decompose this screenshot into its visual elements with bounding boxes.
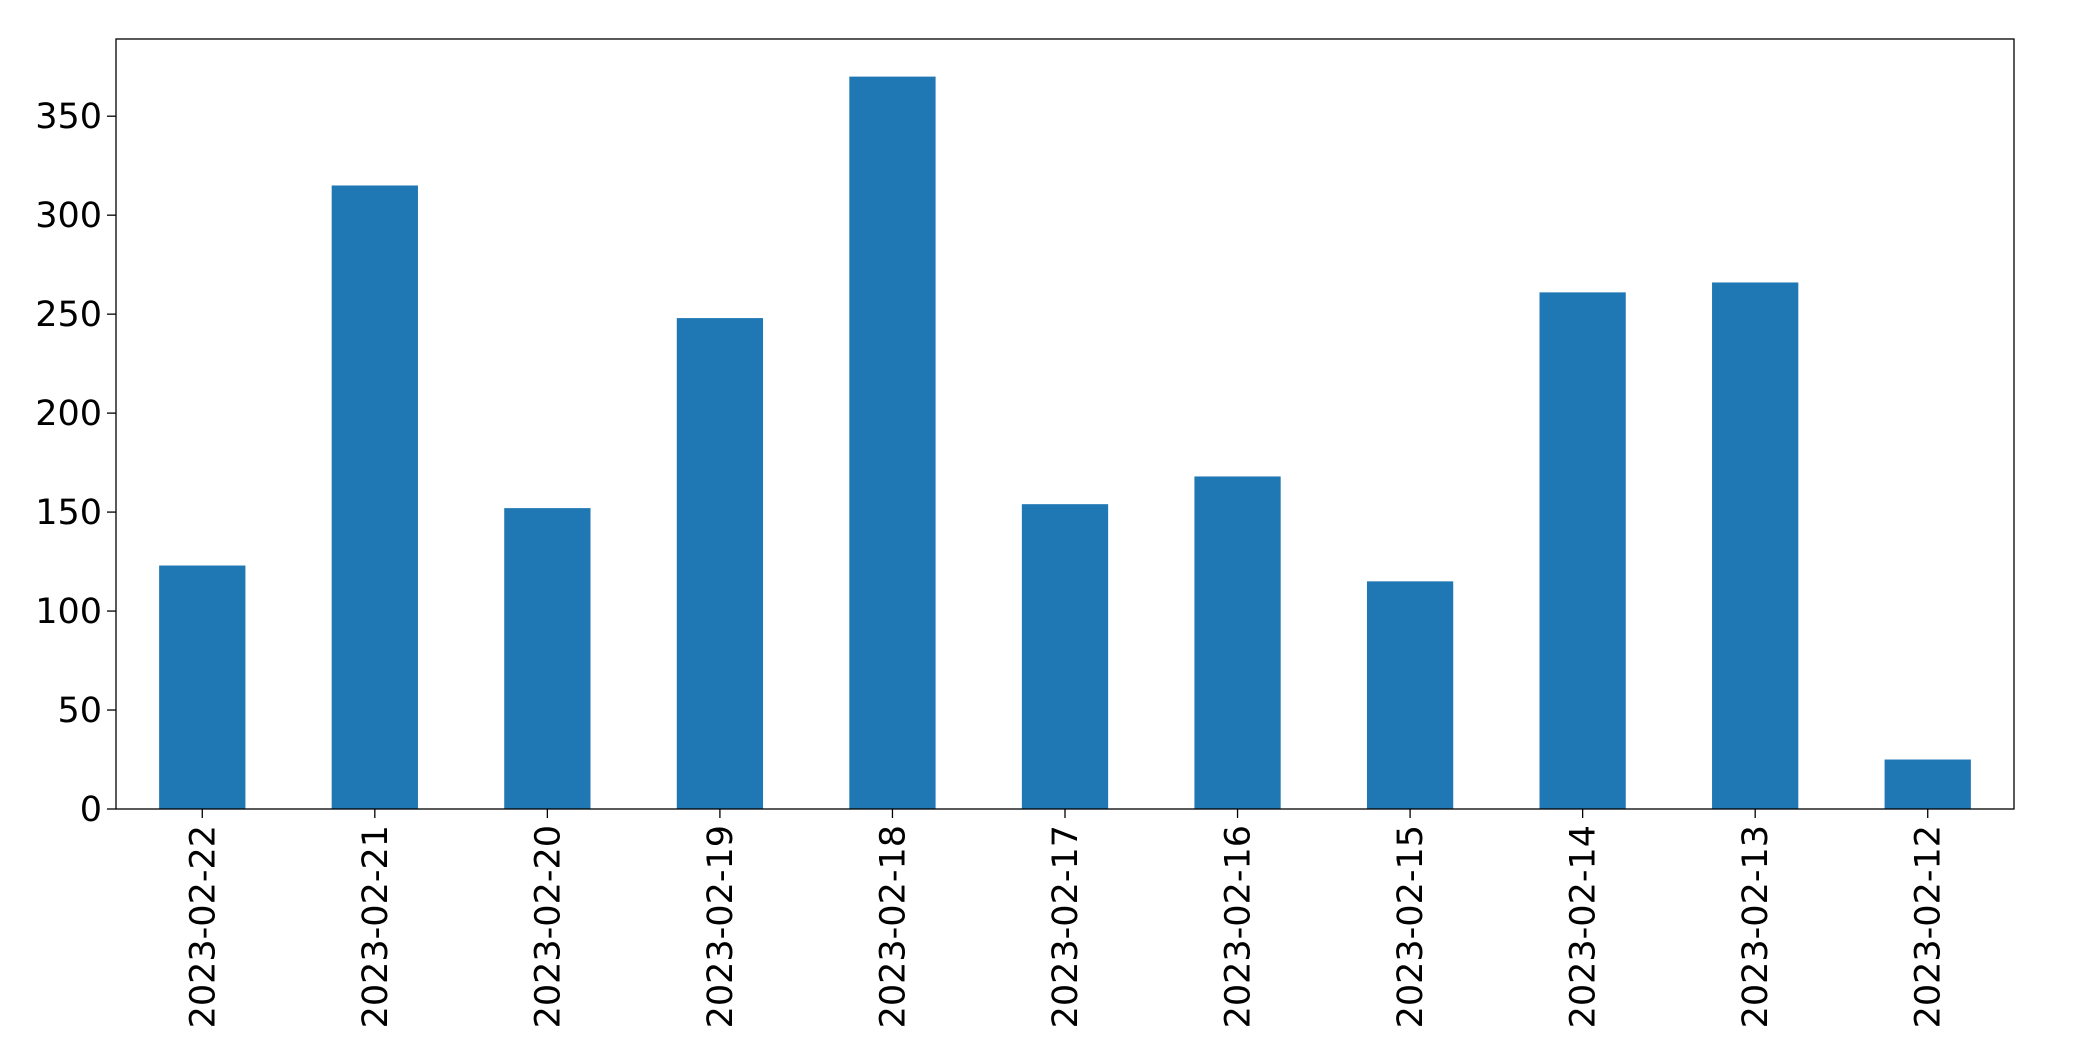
y-tick-label: 150 — [35, 493, 102, 533]
bar — [504, 508, 591, 809]
bar — [1021, 504, 1109, 809]
x-tick-label: 2023-02-19 — [701, 825, 741, 1028]
y-tick-label: 250 — [35, 295, 102, 335]
y-tick-label: 350 — [35, 97, 102, 137]
bar — [159, 565, 246, 809]
y-tick-label: 100 — [35, 592, 102, 632]
bar — [1194, 476, 1281, 809]
x-tick-label: 2023-02-13 — [1736, 825, 1776, 1028]
x-tick-label: 2023-02-21 — [356, 825, 396, 1028]
x-tick-label: 2023-02-20 — [528, 825, 568, 1028]
bar — [1884, 759, 1971, 809]
y-tick-label: 300 — [35, 196, 102, 236]
x-tick-label: 2023-02-17 — [1046, 825, 1086, 1028]
y-tick-label: 200 — [35, 394, 102, 434]
bar — [331, 185, 418, 809]
x-tick-label: 2023-02-15 — [1391, 825, 1431, 1028]
bar — [1366, 581, 1454, 809]
x-tick-label: 2023-02-18 — [873, 825, 913, 1028]
bar — [849, 76, 936, 809]
y-tick-label: 0 — [80, 790, 102, 830]
x-tick-label: 2023-02-16 — [1219, 825, 1259, 1028]
x-tick-label: 2023-02-14 — [1564, 825, 1604, 1028]
x-tick-label: 2023-02-22 — [183, 825, 223, 1028]
y-tick-label: 50 — [57, 691, 102, 731]
bar — [676, 318, 764, 809]
x-tick-label: 2023-02-12 — [1909, 825, 1949, 1028]
plot-frame — [115, 38, 2015, 810]
bar — [1712, 282, 1799, 809]
bar — [1539, 292, 1626, 809]
